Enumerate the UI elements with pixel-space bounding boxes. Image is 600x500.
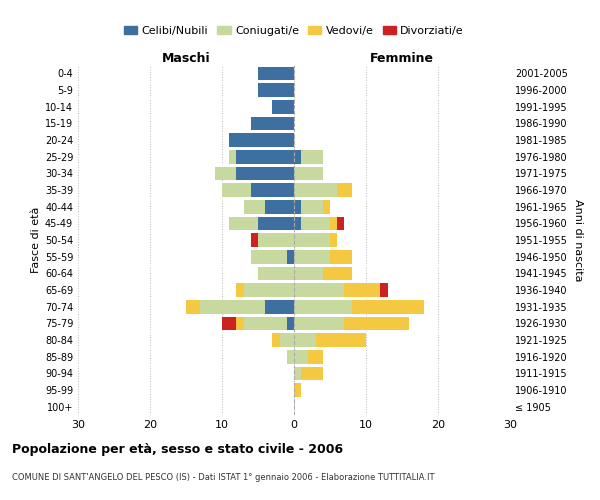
Bar	[287, 350, 294, 364]
Bar	[186, 300, 200, 314]
Bar	[330, 216, 337, 230]
Bar	[308, 350, 323, 364]
Bar	[294, 166, 323, 180]
Bar	[215, 166, 236, 180]
Bar	[200, 300, 265, 314]
Bar	[280, 333, 294, 347]
Bar	[294, 200, 301, 213]
Bar	[301, 150, 323, 164]
Bar	[258, 66, 294, 80]
Bar	[323, 200, 330, 213]
Bar	[229, 216, 258, 230]
Bar	[251, 233, 258, 247]
Bar	[301, 216, 330, 230]
Bar	[294, 333, 316, 347]
Bar	[258, 216, 294, 230]
Bar	[251, 250, 287, 264]
Bar	[330, 250, 352, 264]
Bar	[251, 183, 294, 197]
Bar	[337, 183, 352, 197]
Bar	[380, 283, 388, 297]
Bar	[258, 83, 294, 97]
Bar	[244, 200, 265, 213]
Bar	[337, 216, 344, 230]
Bar	[258, 233, 294, 247]
Bar	[294, 216, 301, 230]
Bar	[272, 333, 280, 347]
Bar	[330, 233, 337, 247]
Legend: Celibi/Nubili, Coniugati/e, Vedovi/e, Divorziati/e: Celibi/Nubili, Coniugati/e, Vedovi/e, Di…	[119, 22, 469, 40]
Bar	[229, 133, 294, 147]
Y-axis label: Anni di nascita: Anni di nascita	[573, 198, 583, 281]
Bar	[294, 283, 344, 297]
Bar	[265, 300, 294, 314]
Bar	[294, 183, 337, 197]
Bar	[244, 283, 294, 297]
Bar	[236, 150, 294, 164]
Bar	[272, 100, 294, 114]
Bar	[316, 333, 366, 347]
Bar	[236, 166, 294, 180]
Bar	[294, 150, 301, 164]
Bar	[244, 316, 287, 330]
Bar	[294, 350, 308, 364]
Bar	[294, 316, 344, 330]
Text: Femmine: Femmine	[370, 52, 434, 65]
Text: Popolazione per età, sesso e stato civile - 2006: Popolazione per età, sesso e stato civil…	[12, 442, 343, 456]
Bar	[294, 266, 323, 280]
Text: Maschi: Maschi	[161, 52, 211, 65]
Bar	[323, 266, 352, 280]
Bar	[294, 250, 330, 264]
Bar	[258, 266, 294, 280]
Bar	[287, 316, 294, 330]
Text: COMUNE DI SANT'ANGELO DEL PESCO (IS) - Dati ISTAT 1° gennaio 2006 - Elaborazione: COMUNE DI SANT'ANGELO DEL PESCO (IS) - D…	[12, 472, 434, 482]
Bar	[287, 250, 294, 264]
Bar	[222, 183, 251, 197]
Bar	[265, 200, 294, 213]
Bar	[236, 316, 244, 330]
Y-axis label: Fasce di età: Fasce di età	[31, 207, 41, 273]
Bar	[301, 366, 323, 380]
Bar	[294, 300, 352, 314]
Bar	[222, 316, 236, 330]
Bar	[236, 283, 244, 297]
Bar	[251, 116, 294, 130]
Bar	[301, 200, 323, 213]
Bar	[344, 316, 409, 330]
Bar	[294, 233, 330, 247]
Bar	[352, 300, 424, 314]
Bar	[294, 366, 301, 380]
Bar	[344, 283, 380, 297]
Bar	[229, 150, 236, 164]
Bar	[294, 383, 301, 397]
